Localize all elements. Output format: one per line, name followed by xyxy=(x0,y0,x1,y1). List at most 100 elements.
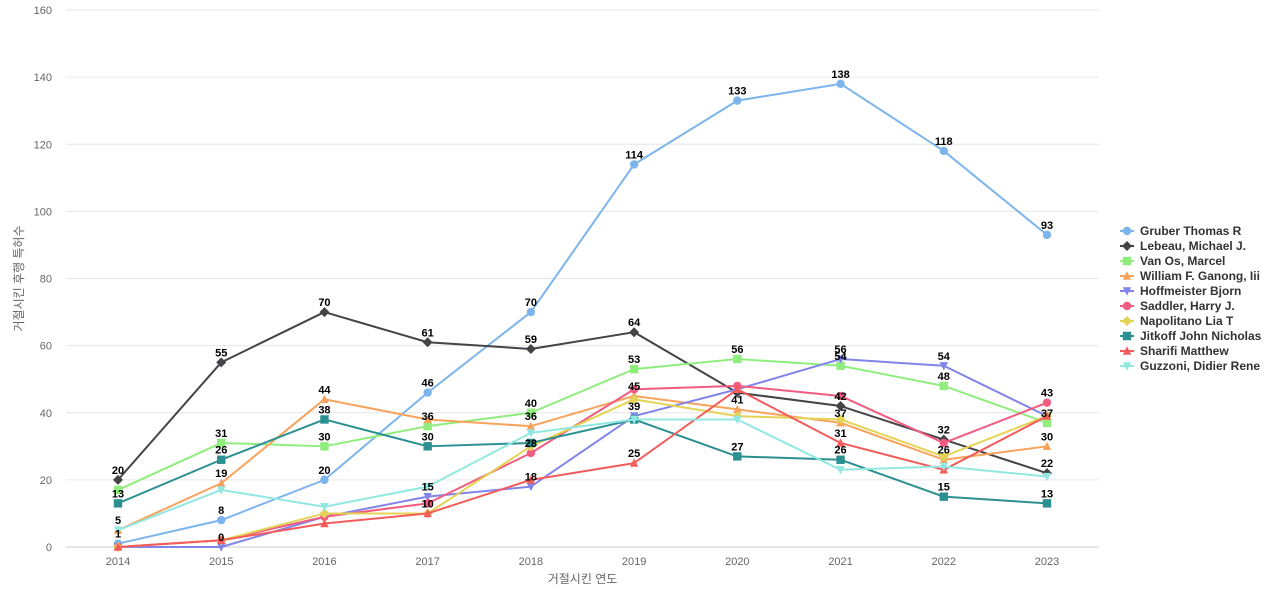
data-labels: 1820467011413313811893205570615964423222… xyxy=(112,69,1053,544)
data-label: 54 xyxy=(834,351,847,363)
x-tick-label: 2017 xyxy=(415,556,439,568)
legend-marker xyxy=(1122,226,1132,236)
data-label: 54 xyxy=(938,351,951,363)
data-label: 59 xyxy=(525,334,537,346)
data-point xyxy=(939,462,948,472)
data-point xyxy=(423,442,432,451)
data-point xyxy=(320,394,329,404)
data-point xyxy=(836,438,845,447)
series-4 xyxy=(113,355,1052,552)
data-label: 61 xyxy=(422,327,434,339)
data-point xyxy=(423,508,432,518)
legend-label: Jitkoff John Nicholas xyxy=(1140,329,1262,343)
data-label: 55 xyxy=(215,347,227,359)
data-point xyxy=(733,384,742,393)
legend-item[interactable]: Lebeau, Michael J. xyxy=(1120,239,1246,253)
legend-marker xyxy=(1122,331,1132,341)
legend-item[interactable]: Gruber Thomas R xyxy=(1120,224,1242,238)
data-label: 13 xyxy=(1041,488,1053,500)
data-point xyxy=(836,391,845,401)
legend-marker xyxy=(1122,287,1132,296)
data-label: 44 xyxy=(318,384,331,396)
data-point xyxy=(733,404,742,414)
data-point xyxy=(733,415,742,425)
data-label: 1 xyxy=(115,529,121,541)
data-point xyxy=(320,415,329,424)
data-point xyxy=(217,455,226,464)
data-label: 42 xyxy=(834,391,846,403)
data-label: 20 xyxy=(112,465,124,477)
y-tick-label: 140 xyxy=(34,72,52,84)
data-label: 8 xyxy=(218,505,224,517)
y-tick-label: 60 xyxy=(40,341,52,353)
data-point xyxy=(939,362,948,371)
x-tick-label: 2023 xyxy=(1035,556,1059,568)
legend-marker xyxy=(1122,256,1132,266)
legend-label: Van Os, Marcel xyxy=(1140,254,1225,268)
legend-item[interactable]: William F. Ganong, Iii xyxy=(1120,269,1260,283)
data-label: 45 xyxy=(628,381,640,393)
x-tick-label: 2022 xyxy=(932,556,956,568)
series-0 xyxy=(113,79,1052,548)
data-point xyxy=(319,307,330,318)
legend-item[interactable]: Napolitano Lia T xyxy=(1120,314,1234,328)
legend-item[interactable]: Sharifi Matthew xyxy=(1120,344,1229,358)
legend-item[interactable]: Jitkoff John Nicholas xyxy=(1120,329,1262,343)
legend-marker xyxy=(1122,316,1132,326)
data-point xyxy=(216,357,227,368)
data-point xyxy=(113,499,123,508)
data-label: 10 xyxy=(422,498,434,510)
grid xyxy=(66,9,1099,548)
data-point xyxy=(526,307,536,317)
data-point xyxy=(938,451,949,462)
legend-item[interactable]: Guzzoni, Didier Rene xyxy=(1120,359,1260,373)
data-point xyxy=(526,482,536,492)
series-1 xyxy=(113,307,1052,485)
data-point xyxy=(939,438,948,448)
series-9 xyxy=(113,415,1052,535)
data-label: 41 xyxy=(731,394,743,406)
data-label: 40 xyxy=(525,398,537,410)
x-tick-label: 2015 xyxy=(209,556,233,568)
data-point xyxy=(939,146,948,156)
series-line xyxy=(117,398,1048,548)
data-label: 31 xyxy=(834,428,846,440)
y-tick-label: 20 xyxy=(40,475,52,487)
data-label: 15 xyxy=(938,482,950,494)
data-label: 19 xyxy=(215,468,227,480)
legend-label: Saddler, Harry J. xyxy=(1140,299,1235,313)
data-point xyxy=(526,438,536,448)
data-label: 30 xyxy=(318,431,330,443)
data-label: 32 xyxy=(938,425,950,437)
data-point xyxy=(836,79,845,89)
data-point xyxy=(217,438,226,448)
data-point xyxy=(836,455,845,464)
data-label: 37 xyxy=(834,408,846,420)
data-point xyxy=(733,452,742,461)
data-label: 26 xyxy=(834,445,846,457)
data-label: 48 xyxy=(938,371,950,383)
data-label: 93 xyxy=(1041,220,1053,232)
data-point xyxy=(113,474,123,485)
data-label: 56 xyxy=(731,344,743,356)
data-point xyxy=(835,401,846,412)
data-point xyxy=(939,492,948,501)
data-label: 118 xyxy=(935,136,953,148)
data-label: 133 xyxy=(728,86,746,98)
data-point xyxy=(320,503,329,512)
legend-item[interactable]: Van Os, Marcel xyxy=(1120,254,1225,268)
data-label: 43 xyxy=(1041,388,1053,400)
legend-item[interactable]: Hoffmeister Bjorn xyxy=(1120,284,1241,298)
data-point xyxy=(1042,411,1052,420)
data-label: 114 xyxy=(625,149,644,161)
data-label: 30 xyxy=(1041,431,1053,443)
y-tick-label: 0 xyxy=(46,542,52,554)
y-tick-label: 120 xyxy=(34,139,52,151)
x-tick-label: 2019 xyxy=(622,556,646,568)
y-tick-label: 100 xyxy=(34,206,52,218)
legend-item[interactable]: Saddler, Harry J. xyxy=(1120,299,1235,313)
y-axis-title: 거절시킨 후행 특허수 xyxy=(11,225,26,331)
data-point xyxy=(629,415,639,425)
data-label: 36 xyxy=(525,411,537,423)
